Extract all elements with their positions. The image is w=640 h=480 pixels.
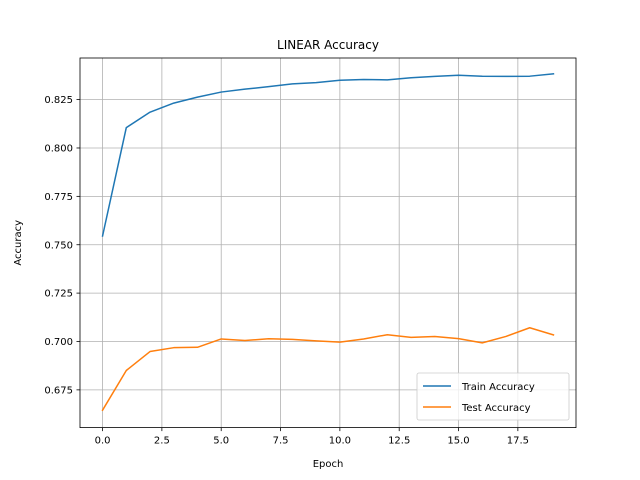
y-tick-label: 0.825 [44, 95, 73, 106]
x-axis-label: Epoch [313, 459, 344, 470]
x-tick-label: 2.5 [154, 436, 170, 447]
x-tick-label: 15.0 [447, 436, 469, 447]
y-tick-label: 0.750 [44, 240, 73, 251]
x-tick-label: 17.5 [507, 436, 529, 447]
legend: Train Accuracy Test Accuracy [416, 372, 570, 421]
x-tick-label: 7.5 [273, 436, 289, 447]
series-line-test-accuracy [101, 327, 555, 412]
x-tick-label: 10.0 [329, 436, 351, 447]
x-tick-label: 5.0 [213, 436, 229, 447]
y-tick-label: 0.700 [44, 337, 73, 348]
x-tick-label: 0.0 [95, 436, 111, 447]
y-tick-label: 0.800 [44, 144, 73, 155]
y-axis-ticks: 0.675 0.700 0.725 0.750 0.775 0.800 0.825 [44, 95, 80, 396]
y-tick-label: 0.725 [44, 289, 73, 300]
legend-label-train: Train Accuracy [461, 382, 535, 393]
legend-label-test: Test Accuracy [461, 403, 531, 414]
legend-box [416, 372, 570, 421]
plot-frame [79, 57, 577, 429]
series-line-train-accuracy [101, 73, 555, 237]
y-tick-label: 0.775 [44, 192, 73, 203]
x-tick-label: 12.5 [388, 436, 410, 447]
chart-title: LINEAR Accuracy [277, 38, 379, 52]
series-layer [101, 73, 555, 412]
y-axis-label: Accuracy [13, 220, 24, 266]
x-axis-ticks: 0.0 2.5 5.0 7.5 10.0 12.5 15.0 17.5 [95, 427, 529, 447]
y-tick-label: 0.675 [44, 385, 73, 396]
